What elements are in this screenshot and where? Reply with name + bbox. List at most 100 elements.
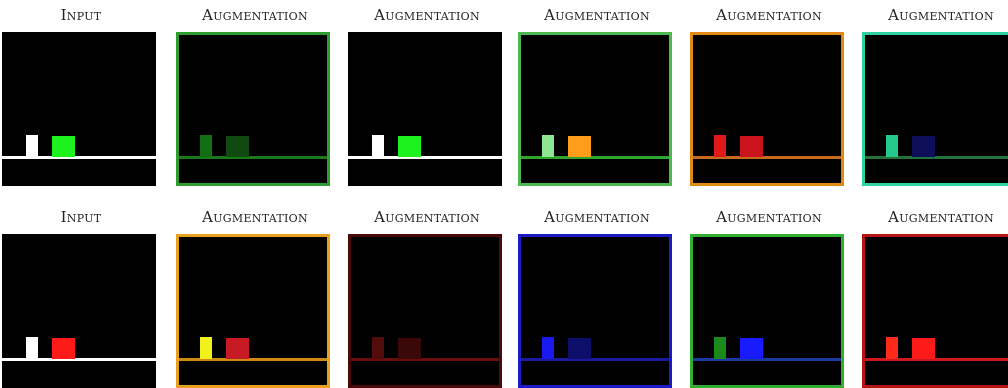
wide-block — [52, 338, 75, 359]
tall-block — [26, 135, 38, 157]
panel-label: Augmentation — [716, 208, 822, 226]
augmentation-panel-r1c3: Augmentation — [348, 0, 506, 186]
tall-block — [886, 337, 898, 359]
augmentation-panel-r1c4: Augmentation — [518, 0, 676, 186]
scene-image — [518, 234, 672, 388]
panel-label: Augmentation — [716, 6, 822, 24]
floor-line — [176, 358, 330, 361]
panel-label: Augmentation — [888, 6, 994, 24]
floor-line — [690, 358, 844, 361]
scene-svg — [690, 234, 844, 388]
input-panel-r2c1: Input — [2, 202, 160, 388]
tall-block — [886, 135, 898, 157]
tall-block — [714, 135, 726, 157]
wide-block — [568, 338, 591, 359]
floor-line — [176, 156, 330, 159]
background — [348, 32, 502, 186]
augmentation-border — [518, 32, 672, 186]
floor-line — [2, 358, 156, 361]
augmentation-panel-r1c5: Augmentation — [690, 0, 848, 186]
input-panel-r1c1: Input — [2, 0, 160, 186]
background — [176, 234, 330, 388]
wide-block — [912, 136, 935, 157]
panel-label: Augmentation — [202, 6, 308, 24]
floor-line — [862, 156, 1008, 159]
background — [690, 234, 844, 388]
wide-block — [226, 338, 249, 359]
scene-image — [690, 234, 844, 388]
scene-svg — [176, 32, 330, 186]
background — [518, 234, 672, 388]
scene-svg — [2, 234, 156, 388]
background — [862, 234, 1008, 388]
floor-line — [862, 358, 1008, 361]
augmentation-border — [690, 234, 844, 388]
augmentation-border — [518, 234, 672, 388]
scene-svg — [348, 32, 502, 186]
scene-image — [2, 32, 156, 186]
wide-block — [912, 338, 935, 359]
augmentation-panel-r2c2: Augmentation — [176, 202, 334, 388]
panel-label: Augmentation — [888, 208, 994, 226]
tall-block — [714, 337, 726, 359]
scene-image — [518, 32, 672, 186]
tall-block — [542, 135, 554, 157]
wide-block — [398, 338, 421, 359]
wide-block — [226, 136, 249, 157]
scene-svg — [862, 234, 1008, 388]
augmentation-panel-r2c6: Augmentation — [862, 202, 1008, 388]
tall-block — [372, 135, 384, 157]
scene-svg — [176, 234, 330, 388]
floor-line — [518, 358, 672, 361]
scene-image — [348, 234, 502, 388]
panel-label: Input — [60, 6, 102, 24]
augmentation-border — [862, 32, 1008, 186]
wide-block — [740, 338, 763, 359]
panel-label: Augmentation — [374, 6, 480, 24]
panel-label: Augmentation — [202, 208, 308, 226]
scene-svg — [348, 234, 502, 388]
scene-svg — [518, 32, 672, 186]
floor-line — [690, 156, 844, 159]
augmentation-border — [690, 32, 844, 186]
augmentation-panel-r1c2: Augmentation — [176, 0, 334, 186]
scene-svg — [2, 32, 156, 186]
background — [862, 32, 1008, 186]
background — [2, 32, 156, 186]
floor-line — [2, 156, 156, 159]
panel-label: Augmentation — [544, 208, 650, 226]
augmentation-border — [176, 32, 330, 186]
scene-image — [862, 234, 1008, 388]
augmentation-panel-r1c6: Augmentation — [862, 0, 1008, 186]
tall-block — [542, 337, 554, 359]
wide-block — [740, 136, 763, 157]
augmentation-panel-r2c3: Augmentation — [348, 202, 506, 388]
augmentation-border — [176, 234, 330, 388]
scene-image — [2, 234, 156, 388]
wide-block — [568, 136, 591, 157]
background — [2, 234, 156, 388]
augmentation-border — [862, 234, 1008, 388]
tall-block — [372, 337, 384, 359]
scene-svg — [690, 32, 844, 186]
floor-line — [348, 358, 502, 361]
tall-block — [26, 337, 38, 359]
wide-block — [52, 136, 75, 157]
tall-block — [200, 337, 212, 359]
background — [690, 32, 844, 186]
scene-image — [348, 32, 502, 186]
augmentation-panel-r2c4: Augmentation — [518, 202, 676, 388]
augmentation-border — [348, 234, 502, 388]
panel-label: Input — [60, 208, 102, 226]
panel-label: Augmentation — [374, 208, 480, 226]
scene-image — [176, 234, 330, 388]
panel-label: Augmentation — [544, 6, 650, 24]
scene-image — [690, 32, 844, 186]
background — [518, 32, 672, 186]
tall-block — [200, 135, 212, 157]
augmentation-panel-r2c5: Augmentation — [690, 202, 848, 388]
floor-line — [518, 156, 672, 159]
floor-line — [348, 156, 502, 159]
scene-svg — [518, 234, 672, 388]
